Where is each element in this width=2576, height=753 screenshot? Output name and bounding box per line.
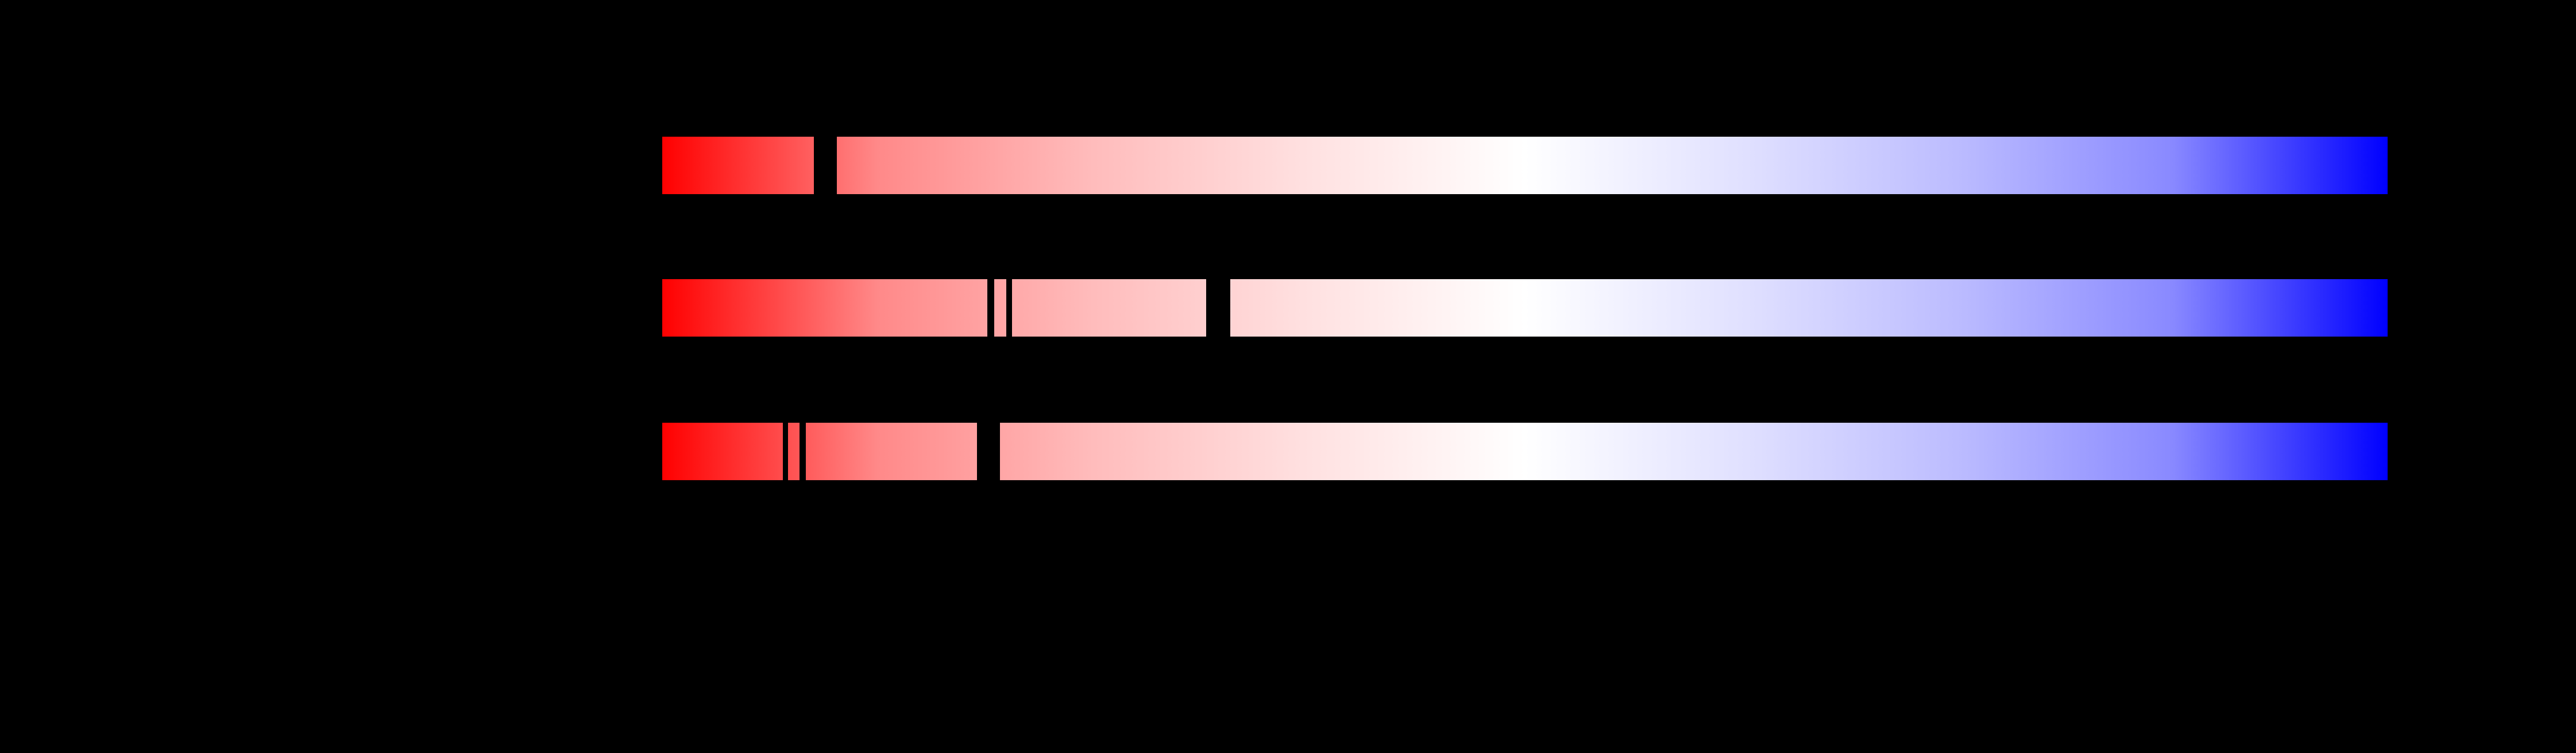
bar-segment-row-2 — [1230, 279, 2388, 337]
bar-segment-row-2 — [1012, 279, 1206, 337]
bar-segment-row-2 — [994, 279, 1006, 337]
bar-segment-row-3 — [1000, 423, 2388, 480]
gradient-bar-row-2 — [662, 279, 2388, 337]
bar-segment-row-1 — [662, 137, 814, 194]
bar-segment-row-3 — [788, 423, 800, 480]
gradient-bar-row-3 — [662, 423, 2388, 480]
gradient-bar-row-1 — [662, 137, 2388, 194]
bar-segment-row-2 — [662, 279, 987, 337]
bar-segment-row-3 — [806, 423, 977, 480]
bar-segment-row-1 — [837, 137, 2388, 194]
bar-segment-row-3 — [662, 423, 783, 480]
